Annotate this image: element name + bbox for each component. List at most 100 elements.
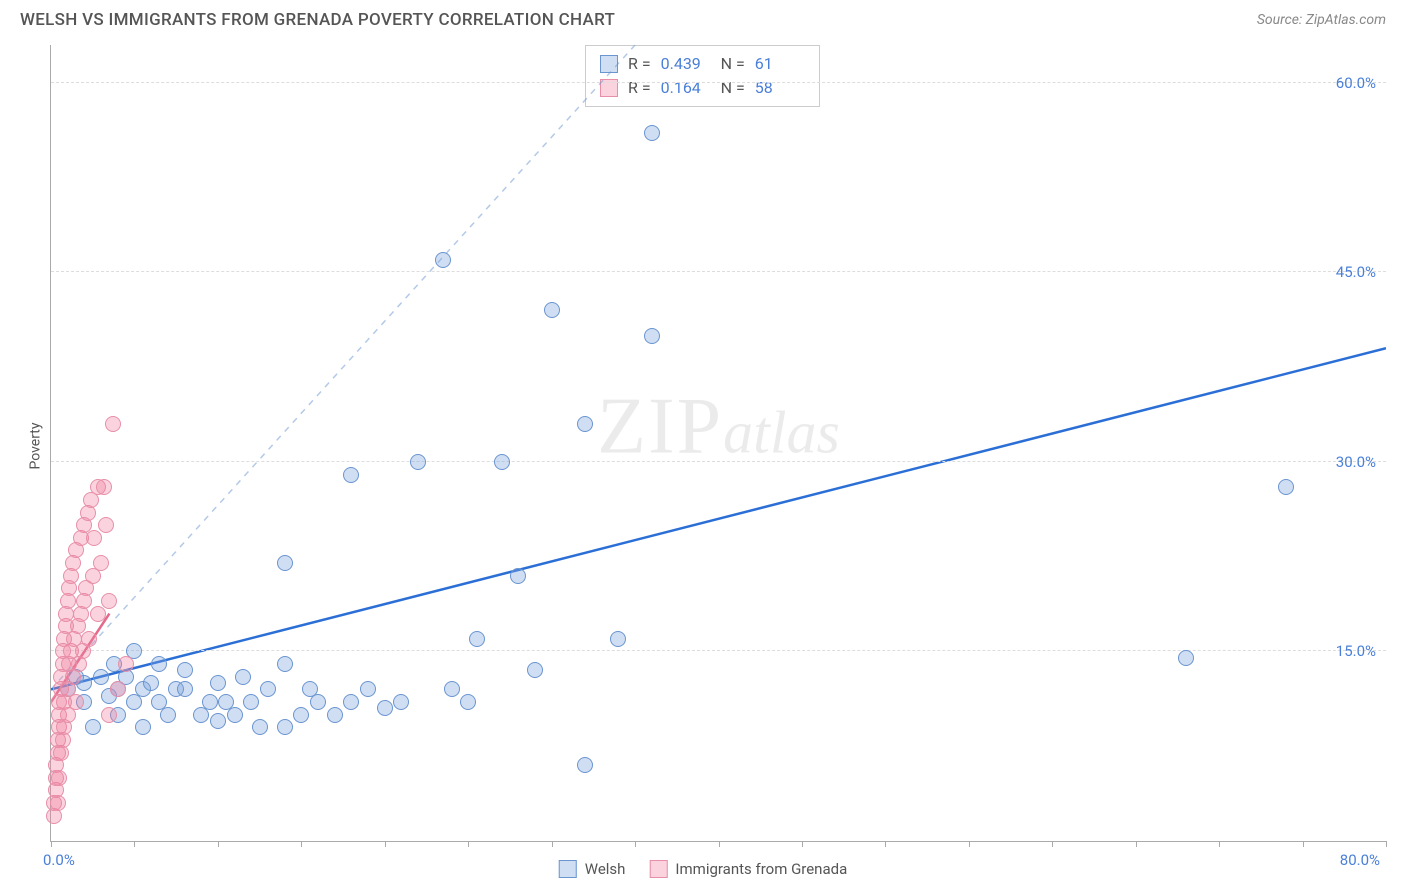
r-label: R = xyxy=(628,76,651,100)
x-tick xyxy=(1219,841,1220,847)
data-point xyxy=(377,700,393,716)
data-point xyxy=(327,707,343,723)
data-point xyxy=(235,669,251,685)
y-tick-label: 30.0% xyxy=(1336,453,1376,471)
data-point xyxy=(610,631,626,647)
y-tick-label: 60.0% xyxy=(1336,74,1376,92)
data-point xyxy=(86,530,102,546)
data-point xyxy=(177,681,193,697)
x-tick xyxy=(552,841,553,847)
data-point xyxy=(160,707,176,723)
data-point xyxy=(277,555,293,571)
data-point xyxy=(277,656,293,672)
data-point xyxy=(460,694,476,710)
data-point xyxy=(90,606,106,622)
y-tick-label: 45.0% xyxy=(1336,263,1376,281)
data-point xyxy=(293,707,309,723)
gridline xyxy=(51,271,1386,272)
data-point xyxy=(644,125,660,141)
data-point xyxy=(81,631,97,647)
data-point xyxy=(177,662,193,678)
x-tick-label: 80.0% xyxy=(1340,851,1380,869)
data-point xyxy=(85,719,101,735)
data-point xyxy=(210,675,226,691)
series-legend: Welsh Immigrants from Grenada xyxy=(559,860,848,878)
data-point xyxy=(310,694,326,710)
data-point xyxy=(227,707,243,723)
data-point xyxy=(510,568,526,584)
data-point xyxy=(469,631,485,647)
trend-lines xyxy=(51,45,1386,841)
x-tick xyxy=(635,841,636,847)
data-point xyxy=(101,593,117,609)
data-point xyxy=(93,669,109,685)
legend-swatch xyxy=(559,860,577,878)
gridline xyxy=(51,461,1386,462)
scatter-chart: ZIPatlas R =0.439N =61R =0.164N =58 15.0… xyxy=(50,45,1386,842)
x-tick xyxy=(385,841,386,847)
data-point xyxy=(644,328,660,344)
data-point xyxy=(343,694,359,710)
x-tick xyxy=(1136,841,1137,847)
legend-label: Immigrants from Grenada xyxy=(675,860,847,878)
data-point xyxy=(105,416,121,432)
legend-label: Welsh xyxy=(585,860,626,878)
r-label: R = xyxy=(628,52,651,76)
data-point xyxy=(1278,479,1294,495)
stats-row: R =0.439N =61 xyxy=(600,52,805,76)
y-tick-label: 15.0% xyxy=(1336,642,1376,660)
x-tick xyxy=(51,841,52,847)
data-point xyxy=(202,694,218,710)
x-tick xyxy=(1386,841,1387,847)
data-point xyxy=(577,757,593,773)
x-tick xyxy=(1052,841,1053,847)
data-point xyxy=(544,302,560,318)
data-point xyxy=(393,694,409,710)
x-tick xyxy=(134,841,135,847)
data-point xyxy=(51,770,67,786)
n-value: 61 xyxy=(755,52,805,76)
data-point xyxy=(118,656,134,672)
x-tick xyxy=(719,841,720,847)
x-tick xyxy=(301,841,302,847)
data-point xyxy=(360,681,376,697)
x-tick xyxy=(885,841,886,847)
legend-item: Immigrants from Grenada xyxy=(649,860,847,878)
data-point xyxy=(527,662,543,678)
data-point xyxy=(143,675,159,691)
n-label: N = xyxy=(721,52,745,76)
x-tick xyxy=(218,841,219,847)
data-point xyxy=(343,467,359,483)
data-point xyxy=(98,517,114,533)
data-point xyxy=(260,681,276,697)
stats-legend: R =0.439N =61R =0.164N =58 xyxy=(585,45,820,107)
n-label: N = xyxy=(721,76,745,100)
data-point xyxy=(1178,650,1194,666)
x-tick xyxy=(969,841,970,847)
legend-item: Welsh xyxy=(559,860,626,878)
data-point xyxy=(135,719,151,735)
data-point xyxy=(444,681,460,697)
n-value: 58 xyxy=(755,76,805,100)
data-point xyxy=(50,795,66,811)
data-point xyxy=(110,681,126,697)
data-point xyxy=(410,454,426,470)
legend-swatch xyxy=(649,860,667,878)
data-point xyxy=(277,719,293,735)
watermark: ZIPatlas xyxy=(597,382,840,473)
data-point xyxy=(101,707,117,723)
y-axis-label: Poverty xyxy=(28,422,44,469)
data-point xyxy=(577,416,593,432)
data-point xyxy=(93,555,109,571)
x-tick-label: 0.0% xyxy=(43,851,75,869)
data-point xyxy=(210,713,226,729)
data-point xyxy=(494,454,510,470)
data-point xyxy=(435,252,451,268)
legend-swatch xyxy=(600,55,618,73)
x-tick xyxy=(468,841,469,847)
x-tick xyxy=(1303,841,1304,847)
r-value: 0.164 xyxy=(661,76,711,100)
data-point xyxy=(252,719,268,735)
data-point xyxy=(68,694,84,710)
data-point xyxy=(151,656,167,672)
